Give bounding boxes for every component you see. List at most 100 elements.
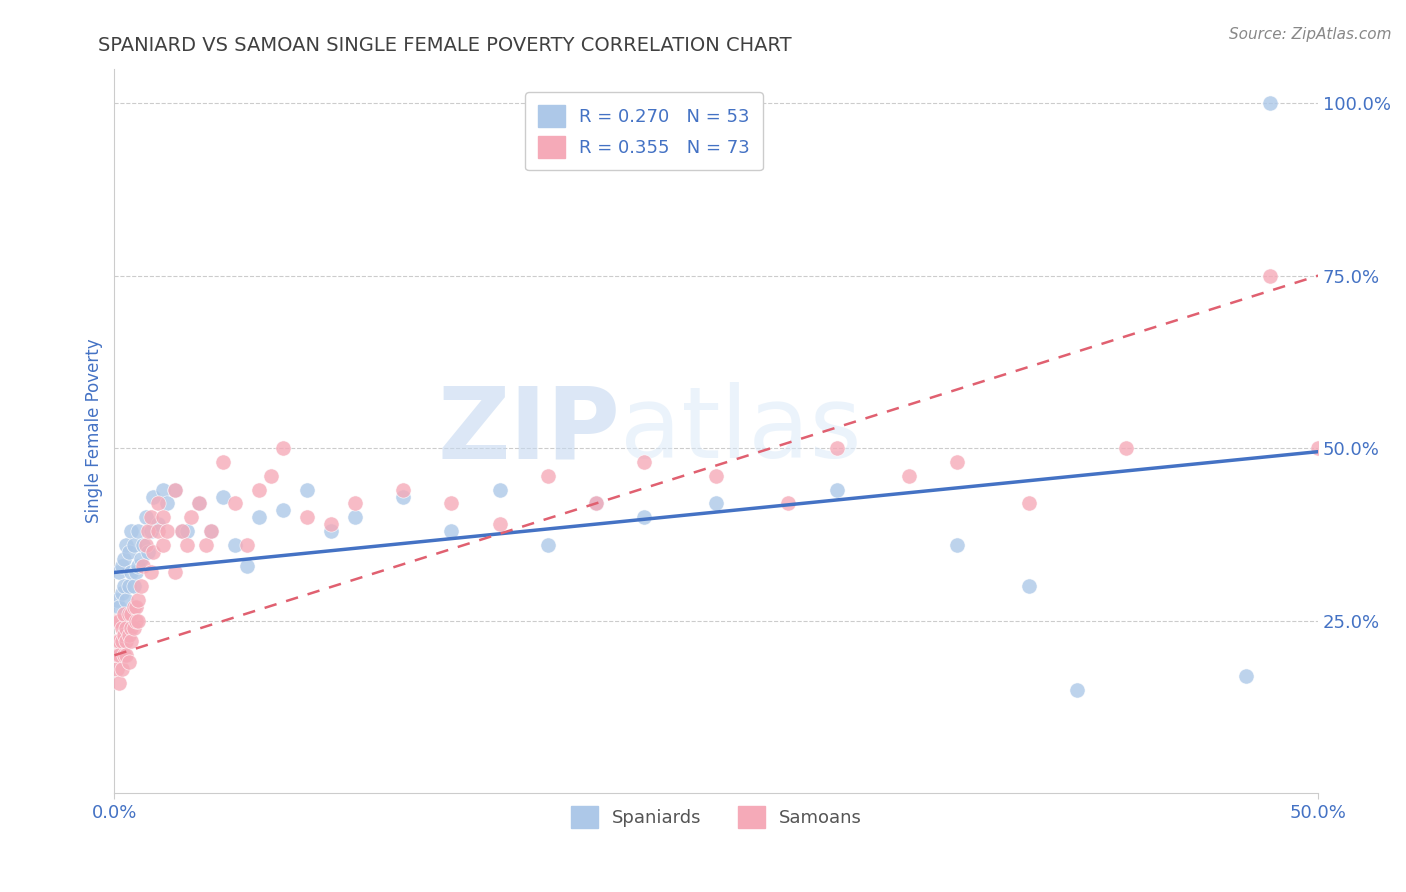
Point <box>946 538 969 552</box>
Point <box>211 490 233 504</box>
Point <box>236 538 259 552</box>
Point <box>1066 682 1088 697</box>
Point <box>112 579 135 593</box>
Point <box>118 655 141 669</box>
Point <box>111 558 134 573</box>
Point <box>136 524 159 538</box>
Point <box>200 524 222 538</box>
Point <box>139 524 162 538</box>
Point <box>115 648 138 663</box>
Point <box>111 586 134 600</box>
Point <box>105 634 128 648</box>
Point <box>1115 441 1137 455</box>
Point <box>440 524 463 538</box>
Point <box>897 468 920 483</box>
Point <box>105 648 128 663</box>
Point <box>146 496 169 510</box>
Point <box>135 510 157 524</box>
Point <box>633 510 655 524</box>
Point <box>187 496 209 510</box>
Point <box>125 599 148 614</box>
Point <box>585 496 607 510</box>
Point <box>440 496 463 510</box>
Point <box>704 496 727 510</box>
Point <box>118 607 141 621</box>
Point <box>136 545 159 559</box>
Point <box>194 538 217 552</box>
Point <box>271 503 294 517</box>
Y-axis label: Single Female Poverty: Single Female Poverty <box>86 339 103 524</box>
Point <box>118 579 141 593</box>
Point <box>271 441 294 455</box>
Point <box>108 614 131 628</box>
Point <box>633 455 655 469</box>
Point <box>146 517 169 532</box>
Point <box>115 538 138 552</box>
Point <box>704 468 727 483</box>
Point <box>260 468 283 483</box>
Point <box>115 593 138 607</box>
Point <box>319 517 342 532</box>
Point <box>946 455 969 469</box>
Point <box>224 538 246 552</box>
Point <box>125 566 148 580</box>
Point <box>120 634 142 648</box>
Point <box>127 614 149 628</box>
Point <box>156 524 179 538</box>
Point <box>392 483 415 497</box>
Point <box>127 524 149 538</box>
Point <box>120 607 142 621</box>
Point <box>344 510 367 524</box>
Point <box>122 599 145 614</box>
Point <box>152 483 174 497</box>
Point <box>108 566 131 580</box>
Point <box>1234 669 1257 683</box>
Point <box>142 545 165 559</box>
Point <box>108 634 131 648</box>
Point <box>163 483 186 497</box>
Point <box>825 441 848 455</box>
Point <box>111 662 134 676</box>
Point <box>211 455 233 469</box>
Point <box>1018 579 1040 593</box>
Point <box>129 579 152 593</box>
Point <box>319 524 342 538</box>
Point <box>295 510 318 524</box>
Point <box>132 538 155 552</box>
Point <box>120 566 142 580</box>
Point <box>163 566 186 580</box>
Point <box>139 510 162 524</box>
Point <box>247 510 270 524</box>
Point <box>112 627 135 641</box>
Point <box>344 496 367 510</box>
Point <box>585 496 607 510</box>
Point <box>108 676 131 690</box>
Point <box>127 558 149 573</box>
Point <box>170 524 193 538</box>
Text: SPANIARD VS SAMOAN SINGLE FEMALE POVERTY CORRELATION CHART: SPANIARD VS SAMOAN SINGLE FEMALE POVERTY… <box>98 36 792 54</box>
Point <box>120 621 142 635</box>
Point <box>224 496 246 510</box>
Point <box>1018 496 1040 510</box>
Point <box>488 483 510 497</box>
Point <box>132 558 155 573</box>
Point <box>247 483 270 497</box>
Point <box>1258 96 1281 111</box>
Point <box>122 621 145 635</box>
Point <box>156 496 179 510</box>
Point <box>295 483 318 497</box>
Point <box>112 607 135 621</box>
Point <box>108 599 131 614</box>
Point <box>488 517 510 532</box>
Point <box>180 510 202 524</box>
Point <box>112 551 135 566</box>
Point <box>176 538 198 552</box>
Point <box>187 496 209 510</box>
Point <box>146 524 169 538</box>
Point <box>152 510 174 524</box>
Point <box>118 627 141 641</box>
Point <box>200 524 222 538</box>
Point <box>152 538 174 552</box>
Point <box>139 566 162 580</box>
Point <box>127 593 149 607</box>
